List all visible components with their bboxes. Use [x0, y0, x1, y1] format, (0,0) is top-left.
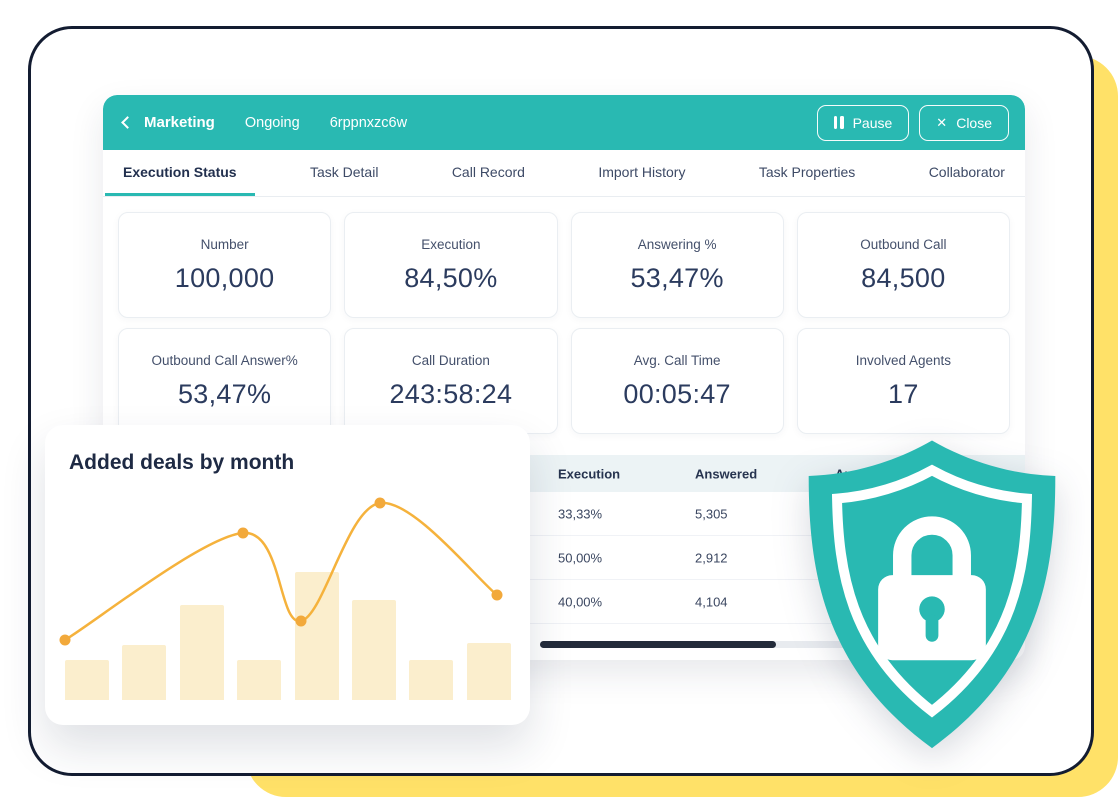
header-left: Marketing Ongoing 6rppnxzc6w: [121, 114, 408, 131]
back-button[interactable]: Marketing: [121, 114, 215, 131]
close-label: Close: [956, 114, 992, 131]
stat-card-execution: Execution 84,50%: [344, 212, 558, 318]
col-execution: Execution: [558, 466, 621, 481]
stat-label: Outbound Call: [860, 236, 947, 252]
stat-label: Call Duration: [411, 352, 490, 368]
tab-import-history[interactable]: Import History: [598, 163, 686, 180]
deals-bar: [122, 645, 167, 700]
stat-label: Answering %: [637, 236, 717, 252]
task-id: 6rppnxzc6w: [329, 114, 408, 131]
cell-execution: 33,33%: [558, 506, 603, 521]
tab-task-detail[interactable]: Task Detail: [309, 163, 379, 180]
table-row[interactable]: 33,33% 5,305: [103, 492, 1025, 536]
stats-grid: Number 100,000 Execution 84,50% Answerin…: [103, 197, 1025, 434]
security-shield: [790, 432, 1074, 758]
table-row[interactable]: 50,00% 2,912: [103, 536, 1025, 580]
stat-card-avg-call-time: Avg. Call Time 00:05:47: [570, 328, 784, 434]
stat-card-number: Number 100,000: [118, 212, 332, 318]
deals-line-dot: [374, 497, 386, 509]
stat-value: 53,47%: [630, 262, 724, 293]
stat-label: Involved Agents: [855, 352, 952, 368]
stat-value: 53,47%: [177, 378, 272, 409]
stat-value: 84,500: [861, 262, 946, 293]
close-button[interactable]: ✕ Close: [919, 104, 1009, 141]
deals-line-dot: [491, 589, 503, 601]
shield-lock-icon: [808, 440, 1056, 749]
lock-shackle: [893, 516, 971, 578]
stat-value: 00:05:47: [623, 378, 731, 409]
dashboard-header: Marketing Ongoing 6rppnxzc6w Pause ✕ Clo…: [103, 95, 1025, 150]
tab-task-properties[interactable]: Task Properties: [758, 163, 856, 180]
cell-answered: 2,912: [695, 550, 728, 565]
campaign-status: Ongoing: [244, 114, 300, 131]
tab-bar: Execution Status Task Detail Call Record…: [103, 150, 1025, 197]
campaign-title: Marketing: [144, 114, 215, 131]
deals-line-chart: [59, 497, 503, 646]
tab-collaborator[interactable]: Collaborator: [928, 163, 1005, 180]
stat-label: Avg. Call Time: [633, 352, 721, 368]
tab-execution-status[interactable]: Execution Status: [105, 150, 255, 196]
deals-bar: [352, 600, 396, 700]
deals-bars: [45, 425, 530, 725]
deals-line-dot: [237, 527, 249, 539]
pause-icon: [833, 116, 844, 129]
deals-bar: [466, 643, 511, 700]
stat-card-call-duration: Call Duration 243:58:24: [344, 328, 558, 434]
stat-label: Execution: [421, 236, 481, 252]
stat-card-outbound-answer: Outbound Call Answer% 53,47%: [118, 328, 332, 434]
tab-call-record[interactable]: Call Record: [451, 163, 525, 180]
cell-answered: 5,305: [695, 506, 728, 521]
pause-label: Pause: [852, 114, 893, 131]
stat-value: 243:58:24: [389, 378, 513, 409]
shield-inner-outline: [831, 464, 1033, 718]
col-answered: Answered: [695, 466, 758, 481]
back-chevron-icon: [121, 116, 134, 129]
header-actions: Pause ✕ Close: [816, 104, 1009, 141]
deals-chart: [45, 425, 530, 725]
stat-value: 84,50%: [404, 262, 498, 293]
deals-chart-card: Added deals by month: [45, 425, 530, 725]
stat-label: Number: [200, 236, 249, 252]
close-icon: ✕: [936, 115, 948, 130]
deals-bar: [409, 660, 454, 700]
deals-card-title: Added deals by month: [69, 451, 295, 474]
deals-bar: [179, 605, 224, 700]
stat-card-involved-agents: Involved Agents 17: [796, 328, 1010, 434]
lock-keyhole-stem: [925, 614, 939, 642]
cell-execution: 50,00%: [558, 550, 603, 565]
deals-bar: [294, 572, 339, 700]
stat-card-answering: Answering % 53,47%: [570, 212, 784, 318]
pause-button[interactable]: Pause: [816, 104, 910, 141]
stat-value: 100,000: [174, 262, 275, 293]
lock-keyhole: [919, 596, 945, 622]
deals-bar: [237, 660, 282, 700]
table-row[interactable]: 40,00% 4,104: [103, 580, 1025, 624]
stat-card-outbound-call: Outbound Call 84,500: [796, 212, 1010, 318]
deals-line-dot: [295, 615, 307, 627]
stat-value: 17: [888, 378, 919, 409]
stat-label: Outbound Call Answer%: [151, 352, 298, 368]
scrollbar-thumb[interactable]: [540, 641, 776, 648]
cell-execution: 40,00%: [558, 594, 603, 609]
deals-line-dot: [59, 634, 71, 646]
horizontal-scrollbar[interactable]: [540, 641, 1022, 648]
cell-answered: 4,104: [695, 594, 728, 609]
deals-bar: [65, 660, 109, 700]
